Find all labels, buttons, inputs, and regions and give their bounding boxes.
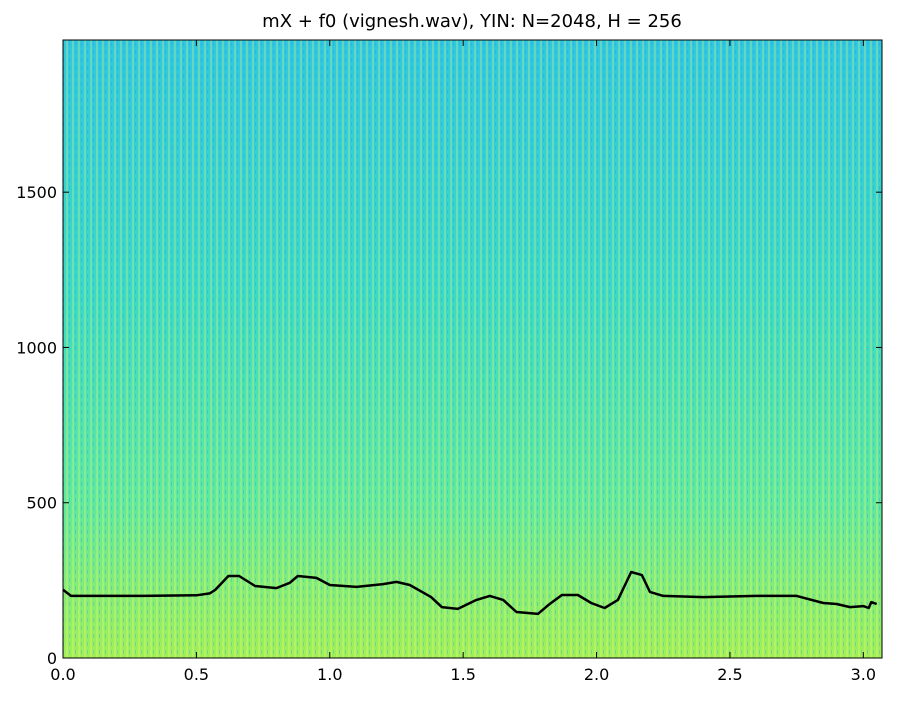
x-tick-label: 2.0: [584, 665, 609, 684]
x-tick-label: 3.0: [851, 665, 876, 684]
y-tick-label: 1000: [16, 338, 57, 357]
plot-frame: [62, 39, 883, 659]
x-tick-label: 1.0: [317, 665, 342, 684]
y-tick-label: 1500: [16, 183, 57, 202]
y-tick-label: 0: [47, 649, 57, 668]
f0-line: [62, 570, 878, 616]
x-tick-label: 0.5: [184, 665, 209, 684]
x-tick-label: 2.5: [717, 665, 742, 684]
x-tick-label: 0.0: [50, 665, 75, 684]
spectrogram-texture: [63, 40, 882, 658]
x-tick-label: 1.5: [450, 665, 475, 684]
y-tick-label: 500: [26, 494, 57, 513]
chart-title: mX + f0 (vignesh.wav), YIN: N=2048, H = …: [262, 11, 682, 32]
